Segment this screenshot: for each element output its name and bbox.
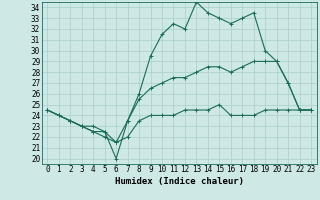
X-axis label: Humidex (Indice chaleur): Humidex (Indice chaleur) — [115, 177, 244, 186]
